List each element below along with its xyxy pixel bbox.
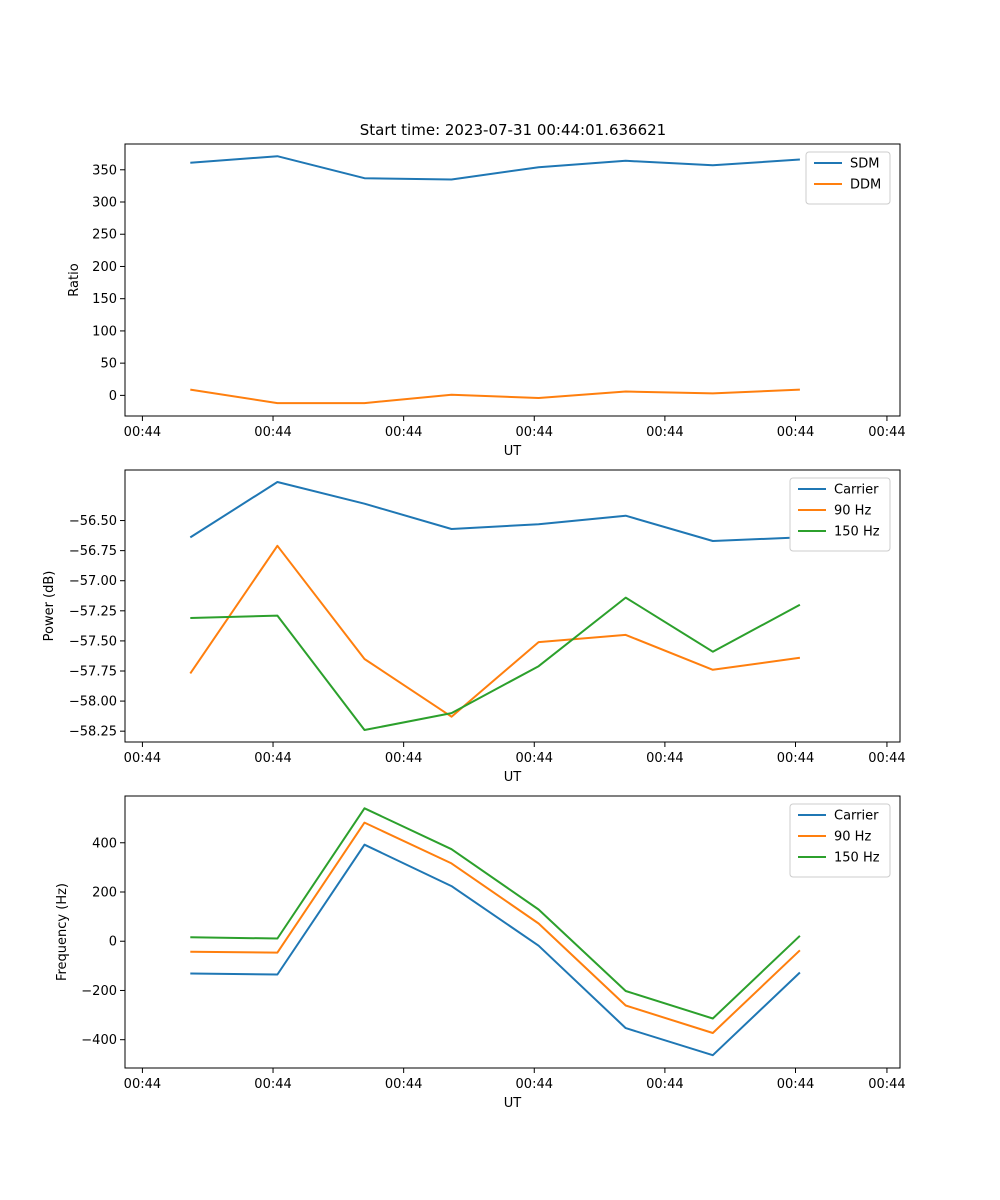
series-line-carrier [190, 843, 801, 1057]
y-tick-label: −57.50 [69, 634, 117, 649]
ratio-panel: 00:44 00:44 00:44 00:44 00:44 00:44 00:44 0 50 10… [67, 143, 906, 459]
y-tick-label: 400 [92, 836, 117, 851]
y-tick-label: 350 [92, 163, 117, 178]
y-axis-label: Power (dB) [42, 571, 57, 642]
legend-label-sdm: SDM [850, 157, 879, 172]
y-axis-label: Frequency (Hz) [55, 883, 70, 981]
x-tick-label: 00:44 [254, 751, 291, 766]
x-tick-label: 00:44 [777, 751, 814, 766]
x-tick-label: 00:44 [124, 425, 161, 440]
axes-frame [124, 795, 901, 1069]
y-tick-label: 0 [109, 935, 117, 950]
y-tick-label: −56.75 [69, 544, 117, 559]
legend-label-150-hz: 150 Hz [834, 851, 880, 866]
x-tick-label: 00:44 [646, 751, 683, 766]
y-tick-label: 150 [92, 292, 117, 307]
y-tick-label: 50 [100, 357, 117, 372]
x-tick-label: 00:44 [868, 751, 905, 766]
series-line-150-hz [190, 807, 801, 1020]
y-tick-label: −56.50 [69, 514, 117, 529]
x-tick-label: 00:44 [254, 425, 291, 440]
y-tick-label: −58.00 [69, 695, 117, 710]
x-axis-label: UT [504, 770, 522, 785]
y-axis-label: Ratio [67, 263, 82, 296]
x-tick-label: 00:44 [124, 751, 161, 766]
y-tick-label: −57.75 [69, 664, 117, 679]
legend-label-90-hz: 90 Hz [834, 830, 871, 845]
x-tick-label: 00:44 [868, 1077, 905, 1092]
series-line-90-hz [189, 544, 801, 718]
x-axis-label: UT [504, 1096, 522, 1111]
y-tick-label: −58.25 [69, 725, 117, 740]
x-tick-label: 00:44 [385, 425, 422, 440]
x-tick-label: 00:44 [516, 751, 553, 766]
x-axis-label: UT [504, 444, 522, 459]
y-tick-label: 250 [92, 228, 117, 243]
legend-frame [789, 477, 891, 552]
legend: Carrier 90 Hz 150 Hz [789, 477, 891, 552]
x-tick-label: 00:44 [646, 1077, 683, 1092]
x-tick-label: 00:44 [124, 1077, 161, 1092]
x-tick-label: 00:44 [385, 1077, 422, 1092]
x-tick-label: 00:44 [777, 425, 814, 440]
series-line-sdm [190, 155, 800, 181]
axes-frame [124, 469, 901, 743]
x-tick-label: 00:44 [385, 751, 422, 766]
chart-title: Start time: 2023-07-31 00:44:01.636621 [360, 121, 666, 139]
frequency-panel: 00:44 00:44 00:44 00:44 00:44 00:44 00:44 400 20… [55, 795, 906, 1111]
y-tick-label: 0 [109, 389, 117, 404]
series-line-ddm [190, 388, 800, 405]
x-tick-label: 00:44 [516, 425, 553, 440]
legend-label-ddm: DDM [850, 178, 881, 193]
legend: Carrier 90 Hz 150 Hz [789, 803, 891, 878]
power-panel: 00:44 00:44 00:44 00:44 00:44 00:44 00:44 −56.5… [42, 469, 906, 785]
legend-label-carrier: Carrier [834, 809, 879, 824]
legend-label-carrier: Carrier [834, 483, 879, 498]
series-line-90-hz [190, 821, 801, 1034]
y-tick-label: −200 [81, 984, 117, 999]
y-tick-label: −400 [81, 1033, 117, 1048]
x-tick-label: 00:44 [646, 425, 683, 440]
y-tick-label: 200 [92, 886, 117, 901]
y-tick-label: 300 [92, 196, 117, 211]
x-tick-label: 00:44 [516, 1077, 553, 1092]
x-tick-label: 00:44 [777, 1077, 814, 1092]
legend-label-90-hz: 90 Hz [834, 504, 871, 519]
y-tick-label: −57.25 [69, 604, 117, 619]
x-tick-label: 00:44 [254, 1077, 291, 1092]
x-tick-label: 00:44 [868, 425, 905, 440]
legend-label-150-hz: 150 Hz [834, 525, 880, 540]
y-tick-label: 200 [92, 260, 117, 275]
y-tick-label: −57.00 [69, 574, 117, 589]
legend: SDM DDM [805, 151, 891, 205]
legend-frame [805, 151, 891, 205]
axes-frame [124, 143, 901, 417]
series-line-150-hz [190, 596, 801, 731]
y-tick-label: 100 [92, 324, 117, 339]
series-line-carrier [189, 481, 800, 542]
legend-frame [789, 803, 891, 878]
